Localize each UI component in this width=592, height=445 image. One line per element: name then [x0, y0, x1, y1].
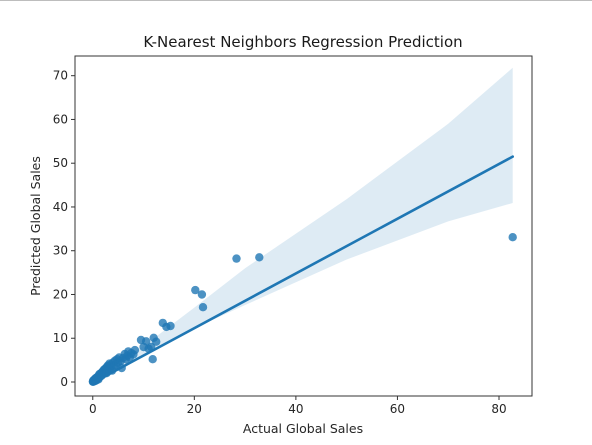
y-tick-label: 70	[53, 69, 68, 83]
scatter-point	[255, 253, 264, 262]
scatter-point	[130, 345, 140, 355]
y-tick-label: 0	[60, 375, 68, 389]
x-ticks: 0 20 40 60 80	[89, 396, 507, 416]
top-divider	[0, 0, 592, 1]
regression-line	[91, 155, 515, 385]
x-tick-label: 40	[288, 402, 303, 416]
scatter-point	[141, 337, 151, 346]
y-tick-label: 20	[53, 287, 68, 301]
scatter-point	[148, 355, 157, 364]
x-tick-label: 20	[187, 402, 202, 416]
x-tick-label: 0	[89, 402, 97, 416]
x-tick-label: 60	[390, 402, 405, 416]
scatter-point	[191, 285, 200, 295]
y-tick-label: 50	[53, 156, 68, 170]
confidence-band	[92, 67, 513, 385]
scatter-point	[508, 233, 517, 242]
y-tick-label: 40	[53, 200, 68, 214]
scatter-point	[166, 321, 175, 331]
confidence-band-layer	[92, 67, 513, 385]
y-tick-label: 10	[53, 331, 68, 345]
scatter-point	[152, 337, 161, 346]
axes-frame	[74, 55, 533, 397]
scatter-point	[232, 254, 241, 263]
y-axis-label: Predicted Global Sales	[28, 156, 43, 296]
scatter-point	[198, 303, 208, 312]
regression-line-layer	[91, 155, 515, 385]
y-tick-label: 60	[53, 112, 68, 126]
y-ticks: 0 10 20 30 40 50 60 70	[53, 69, 75, 389]
chart-title: K-Nearest Neighbors Regression Predictio…	[143, 33, 462, 51]
x-tick-label: 80	[491, 402, 506, 416]
x-axis-label: Actual Global Sales	[243, 421, 363, 436]
y-tick-label: 30	[53, 244, 68, 258]
scatter-point	[197, 290, 207, 299]
